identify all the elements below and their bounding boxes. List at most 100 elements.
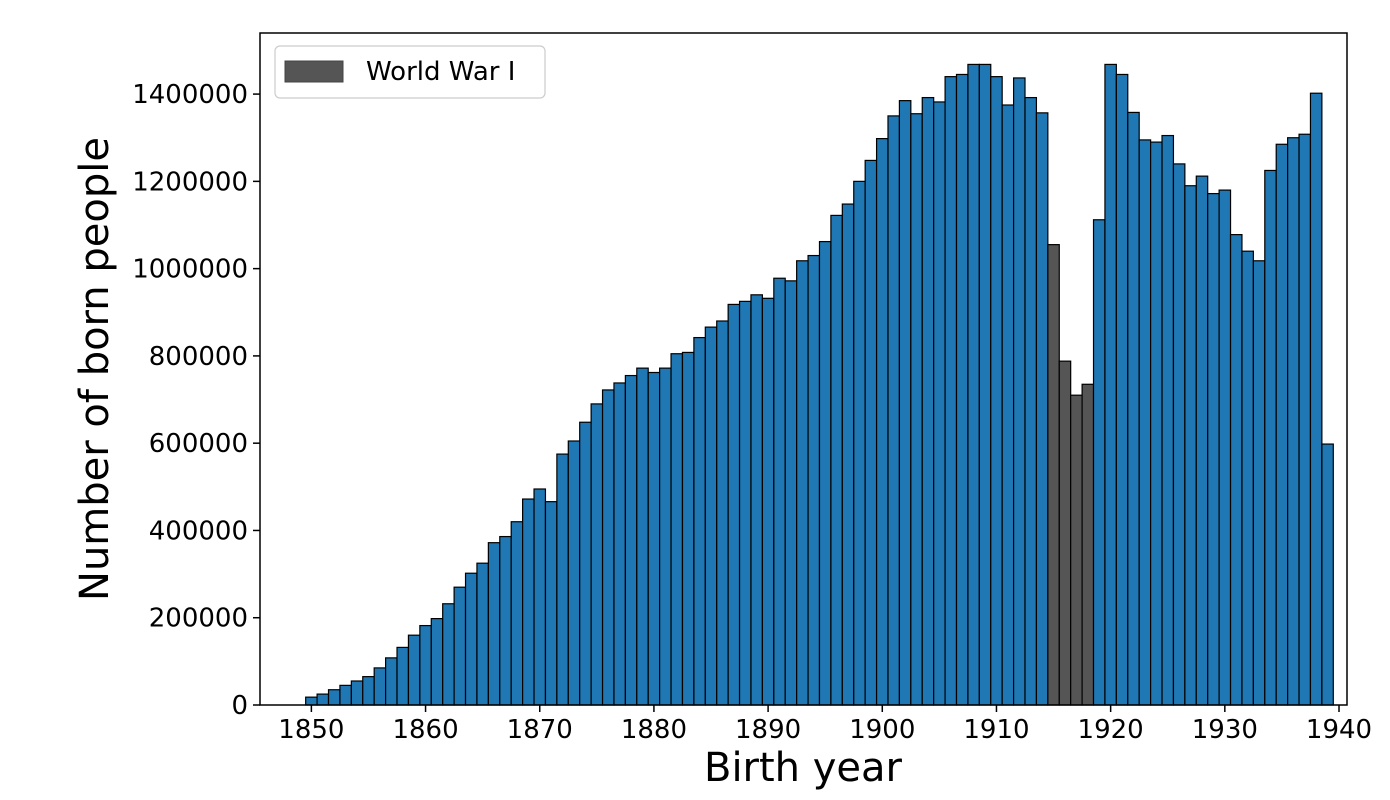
bar-1914 (1035, 112, 1049, 706)
bar-1917 (1070, 394, 1083, 706)
x-tick-label-1890: 1890 (735, 715, 801, 745)
legend-label-world-war-i: World War I (366, 57, 515, 87)
bar-1876 (601, 389, 615, 706)
x-tick-label-1920: 1920 (1078, 715, 1144, 745)
bar-1873 (567, 440, 581, 706)
legend-swatch-world-war-i (284, 60, 344, 83)
x-tick-label-1880: 1880 (621, 715, 687, 745)
x-axis-label: Birth year (704, 745, 903, 791)
bar-1862 (442, 603, 455, 706)
bar-1882 (670, 353, 684, 706)
plot-frame (259, 32, 1348, 706)
bar-1916 (1058, 360, 1072, 706)
x-axis-ticks: 1850 1860 1870 1880 1890 1900 1910 1920 1930 1940 (278, 705, 1372, 745)
bar-1867 (499, 535, 512, 706)
bar-1886 (716, 320, 729, 706)
bar-1887 (727, 303, 741, 706)
x-tick-label-1910: 1910 (963, 715, 1029, 745)
bar-1901 (887, 115, 901, 706)
x-tick-label-1860: 1860 (392, 715, 458, 745)
bar-1895 (818, 240, 832, 706)
bar-1877 (613, 382, 626, 706)
bar-1918 (1081, 383, 1095, 706)
bar-1878 (624, 374, 638, 706)
x-tick-label-1900: 1900 (849, 715, 915, 745)
bar-1922 (1127, 111, 1140, 706)
bar-1931 (1229, 234, 1243, 706)
bar-1919 (1092, 219, 1106, 706)
bar-1897 (841, 203, 855, 706)
bar-1911 (1001, 104, 1015, 706)
bar-1854 (350, 680, 364, 706)
bar-1936 (1287, 137, 1300, 706)
bar-1921 (1115, 73, 1129, 706)
bar-1928 (1195, 175, 1209, 706)
bar-1926 (1172, 163, 1186, 706)
bar-1866 (487, 542, 501, 706)
bar-1935 (1275, 143, 1289, 706)
bar-1900 (875, 138, 889, 706)
bar-1890 (761, 297, 775, 706)
bar-1874 (579, 421, 592, 706)
bar-1850 (305, 696, 318, 706)
bar-1923 (1138, 139, 1152, 706)
bar-1860 (419, 624, 432, 706)
bar-1896 (830, 214, 843, 706)
bar-1881 (659, 367, 672, 706)
bar-1930 (1218, 189, 1232, 706)
y-tick-label-800000: 800000 (149, 342, 248, 372)
bar-1879 (636, 367, 649, 706)
bar-1932 (1241, 250, 1254, 706)
bar-1899 (864, 159, 878, 706)
y-tick-label-400000: 400000 (149, 516, 248, 546)
bar-1894 (807, 254, 821, 706)
bar-1859 (407, 634, 421, 706)
y-tick-label-1200000: 1200000 (132, 167, 248, 197)
bar-1898 (853, 180, 866, 706)
bar-1910 (990, 76, 1003, 706)
bar-1907 (955, 73, 969, 706)
y-tick-label-200000: 200000 (149, 604, 248, 634)
bar-1902 (898, 100, 912, 706)
x-tick-label-1850: 1850 (278, 715, 344, 745)
bar-1868 (510, 521, 524, 706)
bar-1861 (430, 617, 444, 706)
bar-1929 (1207, 192, 1220, 706)
bar-1915 (1047, 244, 1060, 706)
bar-1855 (362, 676, 375, 706)
y-tick-label-0: 0 (231, 691, 248, 721)
bar-1872 (556, 453, 569, 706)
bar-1937 (1298, 133, 1312, 706)
bar-1875 (590, 403, 604, 706)
y-tick-label-600000: 600000 (149, 429, 248, 459)
bar-1905 (933, 101, 946, 706)
bar-1864 (464, 572, 478, 706)
bar-1920 (1104, 63, 1117, 706)
bar-1884 (693, 336, 706, 706)
bar-1858 (396, 646, 410, 706)
y-axis-label: Number of born people (72, 137, 118, 601)
bar-1889 (750, 294, 763, 706)
bar-1906 (944, 76, 958, 706)
bar-1870 (533, 488, 547, 706)
legend-box (274, 45, 546, 99)
y-tick-label-1400000: 1400000 (132, 80, 248, 110)
bar-1925 (1161, 134, 1175, 706)
y-tick-label-1000000: 1000000 (132, 255, 248, 285)
bar-1885 (704, 326, 718, 706)
bar-1909 (978, 63, 992, 706)
bar-1865 (476, 562, 489, 706)
bar-1857 (384, 657, 398, 706)
bar-1869 (522, 498, 535, 706)
bar-1883 (681, 351, 695, 706)
bar-1912 (1012, 77, 1026, 706)
x-tick-label-1870: 1870 (507, 715, 573, 745)
bar-1904 (921, 96, 935, 706)
bar-1853 (339, 684, 352, 706)
x-tick-label-1930: 1930 (1192, 715, 1258, 745)
bar-1939 (1321, 443, 1334, 706)
y-axis-ticks: 0 200000 400000 600000 800000 1000000 1200000 1… (132, 80, 260, 721)
bar-1871 (544, 501, 558, 706)
bar-1852 (327, 689, 341, 706)
